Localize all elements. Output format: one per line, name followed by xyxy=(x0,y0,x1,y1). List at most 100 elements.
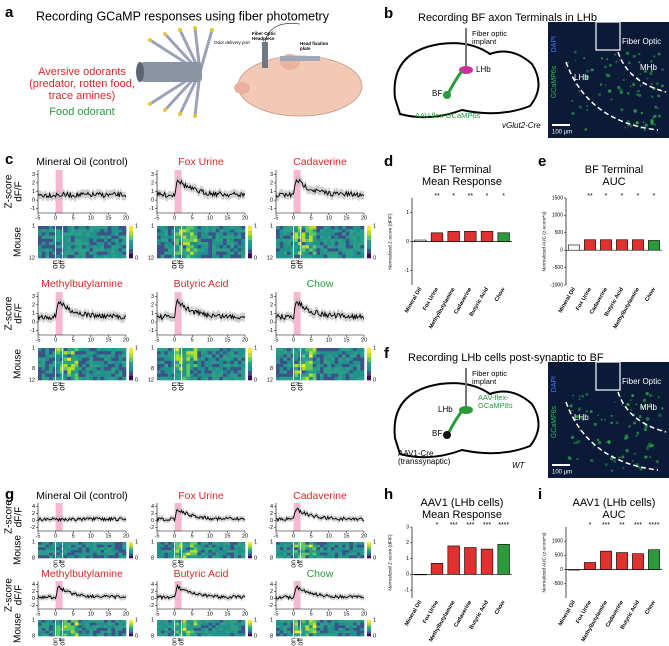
heat-cell xyxy=(331,376,335,381)
x-tick-label: -5 xyxy=(274,533,279,539)
heat-cell xyxy=(85,633,90,637)
heat-cell xyxy=(115,367,119,371)
y-tick-label: 2 xyxy=(151,180,154,186)
colorbar-step xyxy=(367,622,371,625)
trace-ylabel: Z-score xyxy=(4,174,15,208)
heat-cell xyxy=(164,373,169,378)
heat-cell xyxy=(96,542,101,545)
odor-window xyxy=(174,503,182,531)
heat-cell xyxy=(298,360,302,365)
heat-cell xyxy=(93,555,97,559)
heat-cell xyxy=(353,376,357,381)
heat-cell xyxy=(100,367,105,371)
heat-cell xyxy=(215,242,220,246)
heat-cell xyxy=(63,370,68,374)
colorbar-tick-label: 0 xyxy=(135,255,138,261)
heat-tick-label: 1 xyxy=(270,223,273,229)
heat-cell xyxy=(104,226,108,230)
heat-cell xyxy=(327,242,332,246)
heat-cell xyxy=(212,348,216,352)
heat-cell xyxy=(345,232,350,236)
heat-cell xyxy=(63,360,68,365)
heat-cell xyxy=(204,364,209,368)
heat-cell xyxy=(331,620,335,623)
heat-cell xyxy=(49,630,53,634)
heat-cell xyxy=(234,552,238,556)
heat-cell xyxy=(298,542,302,545)
heat-cell xyxy=(212,360,216,365)
heat-tick-label: 1 xyxy=(151,539,154,545)
heat-tick-label: 1 xyxy=(32,617,35,623)
image-label: Fiber Optic xyxy=(622,37,661,46)
stain-speck xyxy=(627,124,630,127)
heat-cell xyxy=(360,245,365,249)
heat-cell xyxy=(93,376,97,381)
y-tick-label: -2 xyxy=(268,525,273,531)
stain-speck xyxy=(621,455,625,459)
heat-cell xyxy=(349,628,354,631)
heat-cell xyxy=(353,630,357,634)
stain-speck xyxy=(586,108,589,111)
heat-cell xyxy=(157,542,161,545)
heat-cell xyxy=(316,555,321,559)
heat-cell xyxy=(122,542,127,545)
heat-cell xyxy=(45,245,50,249)
x-tick-label: 20 xyxy=(242,611,248,617)
heat-cell xyxy=(345,229,350,233)
bar xyxy=(600,550,612,570)
heat-cell xyxy=(38,254,42,259)
heat-cell xyxy=(93,552,97,556)
heat-cell xyxy=(74,622,79,626)
y-axis-label: Normalized Z-score (dF/F) xyxy=(387,213,393,270)
trace-line xyxy=(275,507,365,523)
x-tick-label: 15 xyxy=(105,215,111,221)
stain-speck xyxy=(571,409,574,412)
panel-title: Recording GCaMP responses using fiber ph… xyxy=(36,9,330,23)
heat-cell xyxy=(89,373,94,378)
stain-speck xyxy=(584,128,588,131)
odor-tube xyxy=(198,29,214,73)
heat-cell xyxy=(301,360,306,365)
heat-cell xyxy=(115,357,119,362)
heat-cell xyxy=(175,251,180,256)
heat-cell xyxy=(122,544,127,548)
stain-speck xyxy=(606,76,609,78)
heat-cell xyxy=(41,245,46,249)
heat-cell xyxy=(237,555,242,559)
heat-cell xyxy=(60,550,64,553)
heat-cell xyxy=(327,251,332,256)
colorbar-step xyxy=(129,361,133,367)
heat-cell xyxy=(168,552,172,556)
heat-cell xyxy=(223,242,227,246)
heat-cell xyxy=(331,550,335,553)
heat-cell xyxy=(276,542,280,545)
heat-cell xyxy=(63,245,68,249)
stain-speck xyxy=(603,418,607,421)
heat-cell xyxy=(283,373,288,378)
heat-cell xyxy=(96,248,101,252)
heat-cell xyxy=(122,232,127,236)
heat-cell xyxy=(208,373,213,378)
heat-cell xyxy=(305,630,310,634)
heat-cell xyxy=(212,248,216,252)
heat-cell xyxy=(93,620,97,623)
stain-speck xyxy=(613,459,617,463)
bar xyxy=(584,239,596,251)
heat-cell xyxy=(60,348,64,352)
heat-cell xyxy=(45,235,50,240)
x-tick-label: 5 xyxy=(72,611,75,617)
heat-cell xyxy=(309,630,313,634)
heat-cell xyxy=(360,628,365,631)
heat-cell xyxy=(230,547,235,551)
heat-cell xyxy=(89,235,94,240)
heat-cell xyxy=(298,357,302,362)
heat-cell xyxy=(74,351,79,355)
heat-cell xyxy=(241,348,246,352)
heat-cell xyxy=(49,238,53,243)
odor-window xyxy=(174,170,182,213)
heat-cell xyxy=(237,251,242,256)
heat-cell xyxy=(41,248,46,252)
heat-cell xyxy=(82,245,86,249)
heat-cell xyxy=(287,550,291,553)
heat-cell xyxy=(349,542,354,545)
